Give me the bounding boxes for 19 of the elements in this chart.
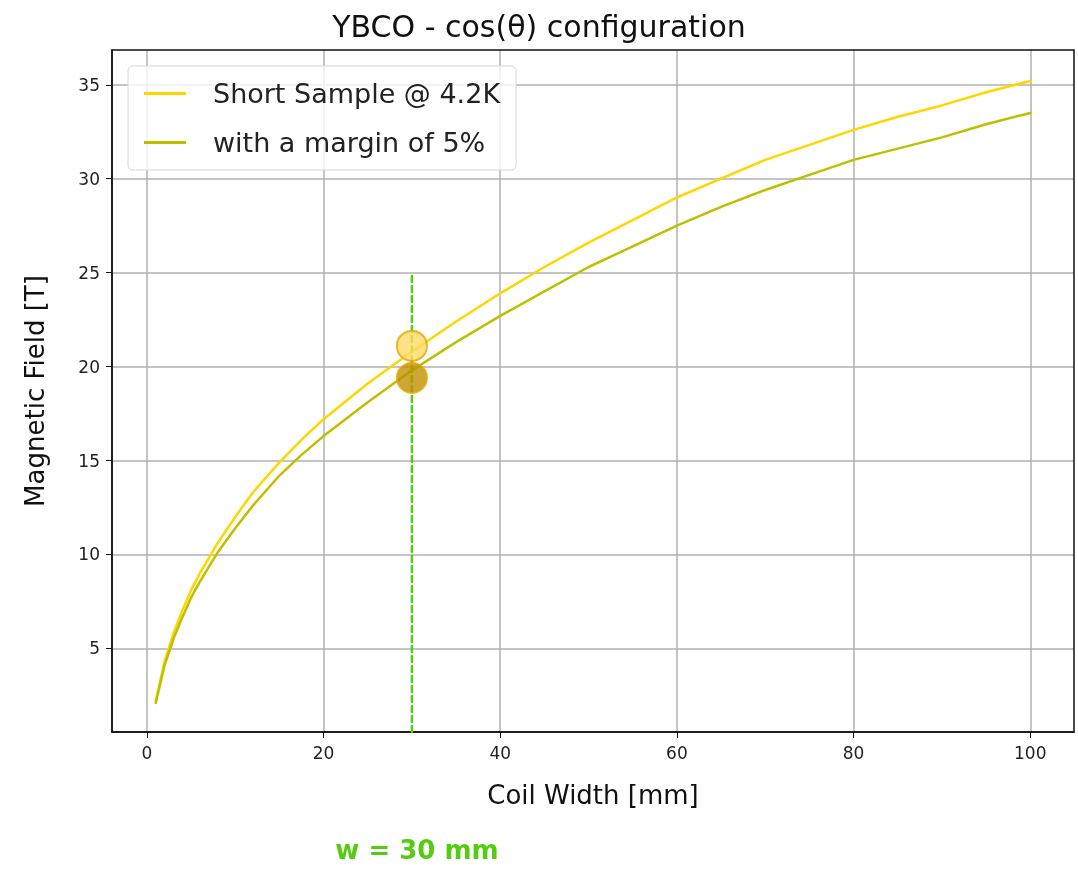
chart-title: YBCO - cos(θ) configuration [331, 8, 746, 44]
y-tick-label: 25 [78, 262, 100, 283]
x-tick-label: 40 [489, 742, 512, 763]
y-axis-title: Magnetic Field [T] [20, 275, 50, 507]
legend-label: Short Sample @ 4.2K [213, 78, 502, 109]
y-tick-label: 5 [89, 638, 100, 659]
y-tick-label: 15 [78, 450, 100, 471]
x-tick-label: 0 [141, 742, 153, 763]
y-tick-label: 30 [78, 168, 100, 189]
text: w = 30 mm [335, 835, 499, 865]
x-tick-label: 20 [312, 742, 335, 763]
y-tick-label: 10 [78, 544, 100, 565]
y-tick-label: 35 [78, 74, 100, 95]
x-tick-label: 80 [842, 742, 865, 763]
x-tick-label: 60 [666, 742, 688, 763]
legend-label: with a margin of 5% [213, 127, 486, 158]
x-axis-title: Coil Width [mm] [487, 780, 699, 810]
y-tick-label: 20 [78, 356, 100, 377]
x-tick-label: 100 [1014, 742, 1047, 763]
